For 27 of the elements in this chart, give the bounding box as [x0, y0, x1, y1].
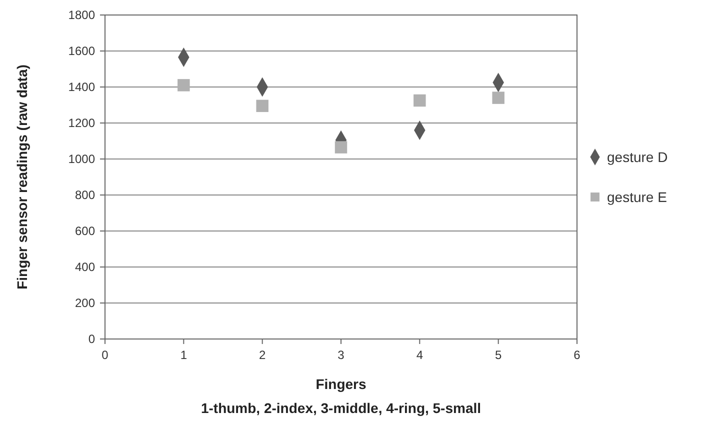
y-tick-label: 600 — [74, 224, 96, 238]
point — [178, 79, 190, 92]
y-tick-label: 800 — [74, 188, 96, 202]
y-axis-title: Finger sensor readings (raw data) — [14, 64, 30, 290]
y-tick-label: 0 — [88, 332, 96, 346]
y-tick-label: 400 — [74, 260, 96, 274]
x-tick-label: 5 — [494, 348, 502, 362]
point — [334, 141, 348, 154]
point — [414, 94, 426, 107]
point — [492, 92, 504, 104]
y-tick-label: 1200 — [68, 116, 96, 130]
text: 1-thumb, 2-index, 3-middle, 4-ring, 5-small — [200, 400, 482, 416]
x-tick-label: 2 — [258, 348, 266, 362]
x-axis-title: Fingers — [316, 376, 366, 392]
point — [256, 100, 268, 112]
legend-label: gesture E — [607, 189, 667, 205]
y-tick-label: 1000 — [68, 152, 96, 166]
y-tick-label: 200 — [74, 296, 96, 310]
x-tick-label: 4 — [416, 348, 424, 362]
y-tick-label: 1600 — [68, 44, 96, 58]
x-tick-label: 3 — [338, 348, 345, 362]
y-tick-label: 1800 — [68, 8, 96, 22]
legend-label: gesture D — [607, 149, 668, 165]
x-tick-label: 0 — [102, 348, 109, 362]
x-tick-label: 1 — [180, 348, 188, 362]
y-tick-label: 1400 — [68, 80, 96, 94]
x-tick-label: 6 — [574, 348, 581, 362]
